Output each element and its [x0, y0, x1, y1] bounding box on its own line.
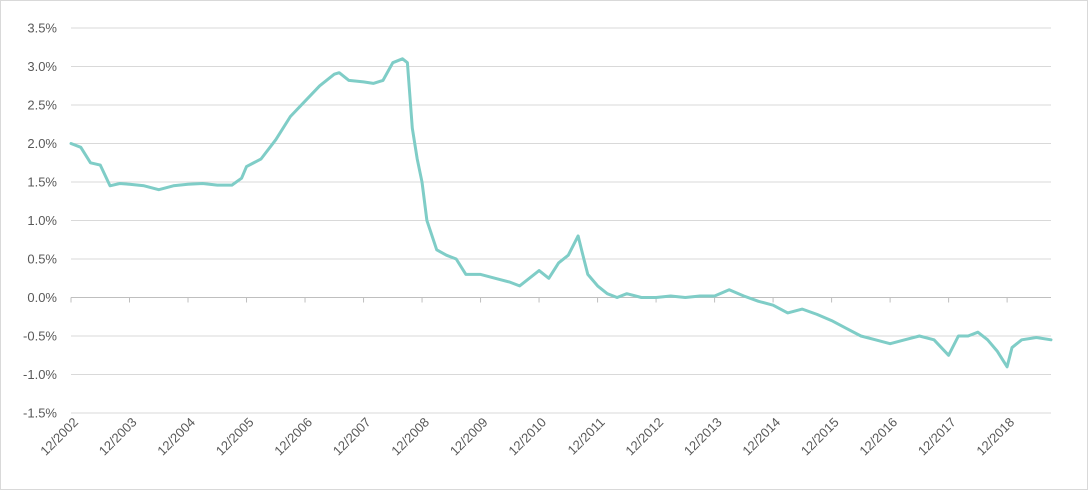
x-tick-label: 12/2004: [154, 415, 198, 459]
x-tick-label: 12/2017: [915, 415, 959, 459]
y-tick-label: -1.0%: [23, 367, 57, 382]
x-tick-label: 12/2014: [739, 415, 783, 459]
x-tick-label: 12/2007: [330, 415, 374, 459]
y-tick-label: 0.0%: [27, 290, 57, 305]
x-tick-label: 12/2009: [447, 415, 491, 459]
x-tick-label: 12/2008: [388, 415, 432, 459]
series-layer: [69, 57, 1053, 369]
y-tick-label: 0.5%: [27, 252, 57, 267]
series-line-0: [69, 57, 1053, 369]
y-axis-tick-labels: 3.5% 3.0% 2.5% 2.0% 1.5% 1.0% 0.5% 0.0% -0.5% -1.…: [23, 21, 57, 421]
x-tick-label: 12/2016: [856, 415, 900, 459]
x-tick-label: 12/2012: [622, 415, 666, 459]
y-tick-label: 3.0%: [27, 59, 57, 74]
x-tick-label: 12/2015: [798, 415, 842, 459]
y-tick-label: 2.5%: [27, 98, 57, 113]
y-tick-label: 2.0%: [27, 136, 57, 151]
y-tick-label: 3.5%: [27, 21, 57, 36]
y-tick-label: -0.5%: [23, 329, 57, 344]
x-tick-label: 12/2011: [565, 415, 608, 458]
y-tick-label: 1.5%: [27, 175, 57, 190]
y-tick-label: -1.5%: [23, 406, 57, 421]
x-tick-label: 12/2013: [681, 415, 725, 459]
x-axis-tick-labels: 12/2002 12/2003 12/2004 12/2005 12/2006 12/20…: [37, 415, 1017, 459]
y-tick-label: 1.0%: [27, 213, 57, 228]
grid-lines: [70, 27, 1051, 414]
x-tick-label: 12/2005: [213, 415, 257, 459]
x-tick-label: 12/2010: [505, 415, 549, 459]
x-tick-label: 12/2003: [96, 415, 140, 459]
x-tick-label: 12/2018: [973, 415, 1017, 459]
x-tick-label: 12/2002: [37, 415, 81, 459]
x-tick-label: 12/2006: [271, 415, 315, 459]
